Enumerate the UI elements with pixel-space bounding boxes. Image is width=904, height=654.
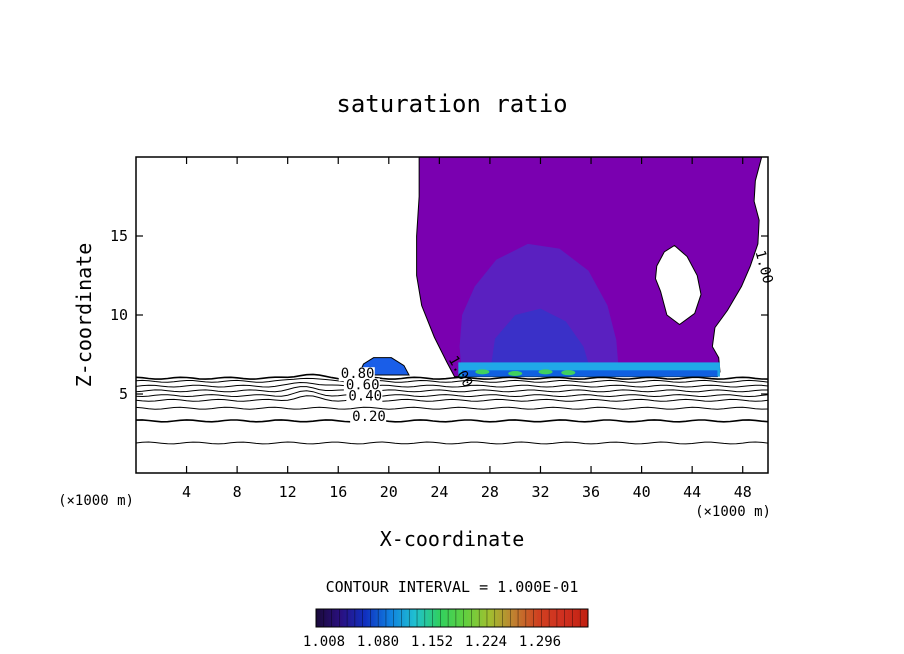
core-supersaturation-region	[489, 308, 592, 374]
x-axis-label: X-coordinate	[380, 527, 525, 551]
x-axis-ticks: 4 8 12 16 20 24 28 32 36 40 44 48	[182, 157, 752, 501]
contour-line	[136, 419, 768, 423]
contour-label: 1.00	[751, 249, 775, 286]
x-tick-label: 4	[182, 483, 191, 501]
x-tick-label: 48	[734, 483, 752, 501]
x-tick-label: 12	[279, 483, 297, 501]
colorbar-labels: 1.008 1.080 1.152 1.224 1.296	[303, 634, 561, 650]
contour-label-bg	[338, 367, 375, 382]
x-tick-label: 8	[233, 483, 242, 501]
colorbar-label: 1.224	[465, 634, 507, 650]
x-tick-label: 28	[481, 483, 499, 501]
colorbar-label: 1.296	[519, 634, 561, 650]
chart-title: saturation ratio	[336, 90, 567, 118]
high-saturation-spot	[475, 369, 490, 375]
contour-label-bg	[343, 378, 380, 393]
x-tick-label: 40	[633, 483, 651, 501]
contour-line	[136, 406, 768, 410]
colorbar-label: 1.080	[357, 634, 399, 650]
high-saturation-spot	[561, 370, 576, 376]
colorbar-label: 1.152	[411, 634, 453, 650]
x-unit-left: (×1000 m)	[58, 493, 134, 509]
contour-line	[136, 381, 768, 388]
x-tick-label: 36	[582, 483, 600, 501]
y-axis-ticks: 5 10 15	[110, 227, 768, 403]
contour-label: 0.40	[348, 388, 382, 404]
contour-label-bg	[346, 389, 383, 404]
contour-label-bg	[350, 409, 387, 424]
contour-line	[136, 373, 768, 380]
contour-line	[136, 390, 768, 398]
colorbar-label: 1.008	[303, 634, 345, 650]
y-axis-label: Z-coordinate	[72, 243, 96, 388]
contour-line	[136, 377, 768, 383]
contour-line	[136, 386, 768, 393]
cloud-base-core	[462, 370, 718, 377]
x-unit-right: (×1000 m)	[695, 504, 771, 520]
colorbar	[315, 608, 589, 628]
x-tick-label: 20	[380, 483, 398, 501]
y-tick-label: 10	[110, 306, 128, 324]
contour-label: 0.80	[341, 366, 375, 382]
high-saturation-spot	[508, 370, 523, 376]
contour-interval-label: CONTOUR INTERVAL = 1.000E-01	[326, 578, 579, 596]
x-tick-label: 32	[531, 483, 549, 501]
contour-line	[136, 441, 768, 445]
subsaturated-hole	[654, 244, 702, 326]
filled-contour-region	[357, 157, 763, 378]
x-tick-label: 16	[329, 483, 347, 501]
x-tick-label: 24	[430, 483, 448, 501]
x-tick-label: 44	[683, 483, 701, 501]
contour-lines	[136, 373, 768, 445]
colorbar-ticks	[315, 609, 589, 627]
contour-line	[136, 395, 768, 402]
contour-label: 0.20	[352, 409, 386, 425]
y-tick-label: 5	[119, 385, 128, 403]
high-saturation-spot	[538, 369, 553, 375]
contour-label: 0.60	[346, 377, 380, 393]
y-tick-label: 15	[110, 227, 128, 245]
